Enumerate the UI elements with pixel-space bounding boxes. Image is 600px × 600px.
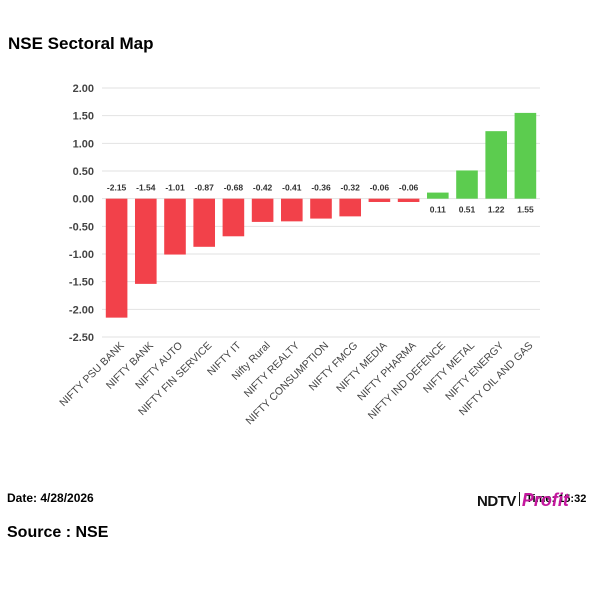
bar [193,198,216,247]
bar [397,198,420,202]
y-tick-label: 2.00 [73,83,94,95]
y-tick-label: -2.50 [69,332,94,344]
bar [456,170,478,199]
y-tick-label: 0.50 [73,166,94,178]
value-label: -0.06 [370,183,390,193]
date-label: Date: 4/28/2026 [7,491,94,505]
bar [339,198,362,217]
y-tick-label: 1.00 [73,138,94,150]
ndtv-profit-logo: NDTV Profit [477,490,569,511]
sectoral-bar-chart: 2.00 1.50 1.00 0.50 0.00 -0.50 -1.00 -1.50 -2.00… [57,83,540,427]
logo-divider [518,492,520,506]
bar [105,198,128,318]
logo-profit-text: Profit [521,490,569,510]
y-tick-label: -1.50 [69,277,94,289]
value-label: 0.51 [459,205,476,215]
y-tick-label: -1.00 [69,249,94,261]
bar [310,198,332,219]
bars [105,112,537,318]
bar [485,131,508,199]
y-tick-label: 0.00 [73,194,94,206]
value-label: -0.87 [195,183,215,193]
value-label: -1.54 [136,183,156,193]
logo-ndtv-text: NDTV [477,493,516,510]
bar [368,198,391,202]
value-label: 1.55 [517,205,534,215]
value-label: -2.15 [107,183,127,193]
source-label: Source : NSE [7,524,109,541]
bar [164,198,186,255]
value-label: 0.11 [430,205,446,215]
bar [280,198,303,222]
bar [251,198,274,222]
bar [514,112,537,199]
value-label: -0.32 [341,183,361,193]
value-labels: -2.15 -1.54 -1.01 -0.87 -0.68 -0.42 -0.41 -0.36… [107,183,534,215]
y-tick-label: -0.50 [69,221,94,233]
value-label: 1.22 [488,205,505,215]
value-label: -0.41 [282,183,302,193]
y-axis-ticks: 2.00 1.50 1.00 0.50 0.00 -0.50 -1.00 -1.50 -2.00… [69,83,94,344]
y-tick-label: -2.00 [69,304,94,316]
value-label: -0.36 [311,183,331,193]
time-label: Time: 15:32 [526,493,587,505]
value-label: -1.01 [165,183,185,193]
value-label: -0.68 [224,183,244,193]
chart-title: NSE Sectoral Map [8,34,154,53]
y-tick-label: 1.50 [73,111,94,123]
value-label: -0.06 [399,183,419,193]
value-label: -0.42 [253,183,273,193]
bar [426,192,449,199]
bar [222,198,245,237]
bar [134,198,157,284]
